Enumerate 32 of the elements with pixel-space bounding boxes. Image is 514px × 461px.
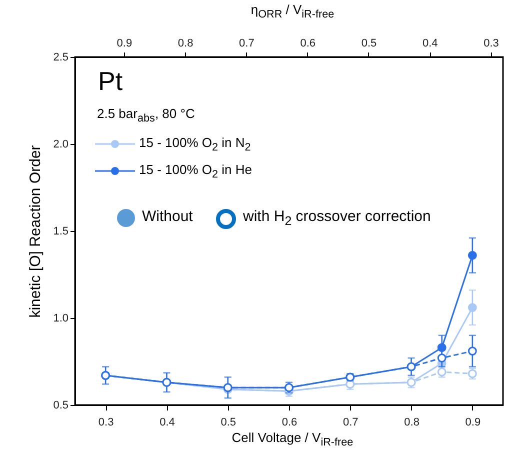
annotation: 2.5 bar$_{abs}$, 80 °C xyxy=(97,106,195,125)
x2-tick-label: 0.9 xyxy=(116,38,132,50)
point xyxy=(468,303,477,312)
x-tick-label: 0.7 xyxy=(342,416,358,428)
legend-label: 15 - 100% O$_{2}$ in N$_{2}$ xyxy=(139,135,251,154)
x-axis-title: Cell Voltage / V$_{iR-free}$ xyxy=(230,430,354,449)
x2-tick-label: 0.4 xyxy=(422,38,438,50)
y-axis-title: kinetic [O] Reaction Order xyxy=(27,145,44,318)
y-tick-label: 1.0 xyxy=(53,312,68,324)
x-tick-label: 0.5 xyxy=(220,416,236,428)
annotation: with H$_{2}$ crossover correction xyxy=(243,208,431,228)
x-tick-label: 0.6 xyxy=(282,416,298,428)
annotation: Without xyxy=(142,208,193,225)
legend-label: 15 - 100% O$_{2}$ in He xyxy=(139,162,252,180)
x2-tick-label: 0.8 xyxy=(178,38,194,50)
x-tick-label: 0.9 xyxy=(465,416,481,428)
y-tick-label: 0.5 xyxy=(53,400,68,412)
x2-tick-label: 0.6 xyxy=(300,38,316,50)
x-tick-label: 0.3 xyxy=(98,416,114,428)
y-tick-label: 2.0 xyxy=(53,138,68,150)
point xyxy=(437,354,446,362)
y-tick-label: 1.5 xyxy=(53,226,68,238)
point xyxy=(468,346,477,356)
x2-tick-label: 0.3 xyxy=(484,38,499,50)
point xyxy=(468,250,477,260)
x2-tick-label: 0.7 xyxy=(239,38,254,50)
y-tick-label: 2.5 xyxy=(53,52,68,64)
x-tick-label: 0.8 xyxy=(404,416,420,428)
annotation: Pt xyxy=(98,66,123,97)
x2-axis-title: η$_{ORR}$ / V$_{iR-free}$ xyxy=(250,2,336,21)
x-tick-label: 0.4 xyxy=(160,416,175,428)
x2-tick-label: 0.5 xyxy=(361,38,377,50)
